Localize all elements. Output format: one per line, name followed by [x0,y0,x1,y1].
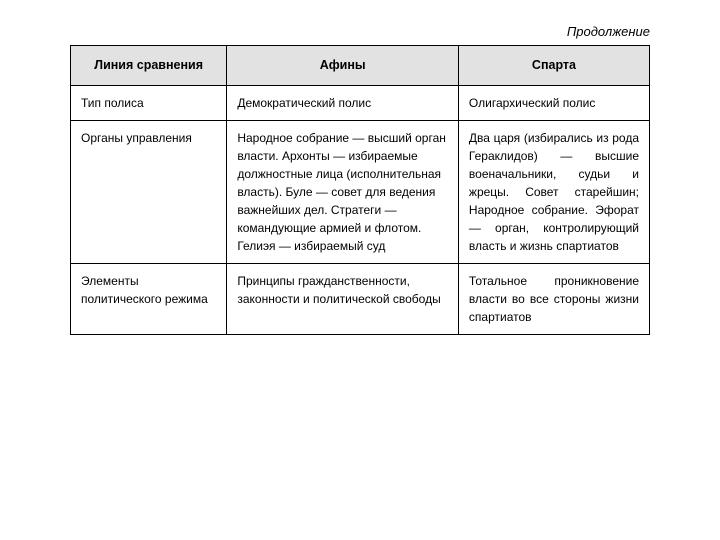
cell-athens: Демократический полис [227,85,459,120]
table-row: Органы управления Народное собрание — вы… [71,120,650,263]
col-header-comparison: Линия сравнения [71,46,227,86]
cell-comparison: Элементы политического режима [71,263,227,334]
continuation-label: Продолжение [70,24,650,39]
table-row: Элементы политического режима Принципы г… [71,263,650,334]
cell-sparta: Олигархический полис [458,85,649,120]
comparison-table: Линия сравнения Афины Спарта Тип полиса … [70,45,650,335]
cell-comparison: Органы управления [71,120,227,263]
cell-comparison: Тип полиса [71,85,227,120]
cell-sparta: Два царя (избирались из рода Гераклидов)… [458,120,649,263]
table-header-row: Линия сравнения Афины Спарта [71,46,650,86]
col-header-athens: Афины [227,46,459,86]
cell-athens: Народное собрание — высший орган власти.… [227,120,459,263]
cell-athens: Принципы гражданственности, законности и… [227,263,459,334]
table-row: Тип полиса Демократический полис Олигарх… [71,85,650,120]
cell-sparta: Тотальное проникновение власти во все ст… [458,263,649,334]
col-header-sparta: Спарта [458,46,649,86]
